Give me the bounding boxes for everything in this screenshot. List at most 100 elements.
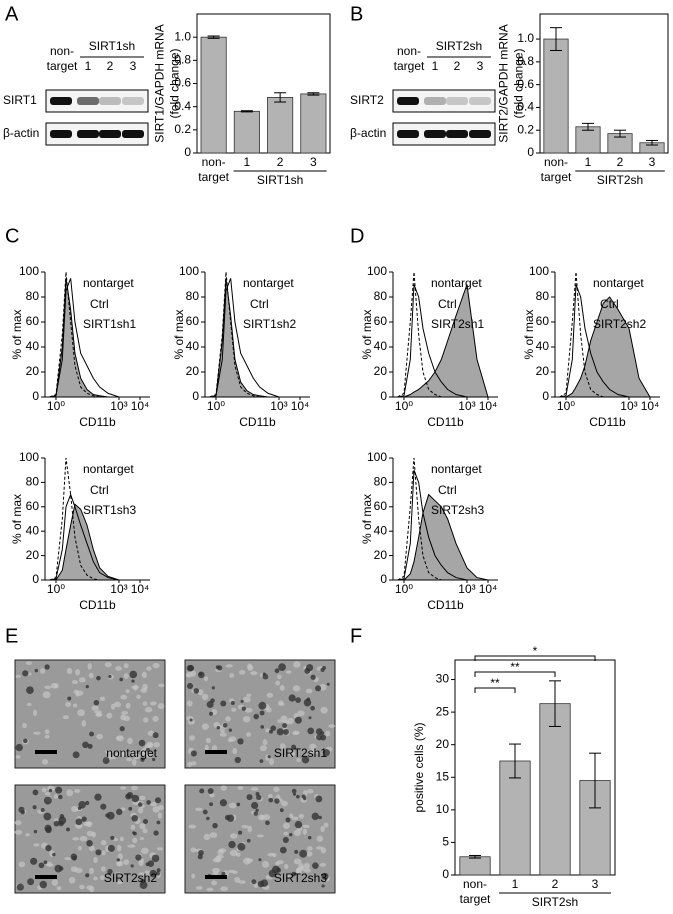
stained-cell [156, 868, 161, 873]
cell [79, 884, 85, 890]
cell [201, 693, 209, 701]
stained-cell [307, 835, 312, 840]
cell [157, 703, 165, 710]
y-tick-label: 20 [536, 364, 550, 378]
stained-cell [315, 795, 323, 803]
cell [142, 701, 148, 706]
x-axis-label: CD11b [427, 415, 464, 429]
x-tick-label: 1 [585, 155, 592, 169]
cell [234, 877, 241, 883]
x-tick-label: 1 [244, 155, 251, 169]
stained-cell [253, 811, 259, 816]
cell [262, 739, 268, 746]
cell [62, 715, 70, 720]
cell [287, 717, 295, 725]
x-tick-label: 3 [592, 877, 599, 891]
stained-cell [199, 672, 203, 676]
y-tick-label: 40 [374, 339, 388, 353]
y-tick-label: 20 [436, 737, 450, 751]
stained-cell [278, 663, 286, 671]
x-tick-label: 2 [617, 155, 624, 169]
cell [18, 861, 26, 868]
cell [131, 759, 137, 766]
cell [225, 664, 233, 668]
stained-cell [279, 846, 287, 854]
stained-cell [251, 801, 259, 810]
stained-cell [240, 699, 244, 703]
cell [149, 701, 157, 706]
stained-cell [310, 674, 316, 680]
cell [115, 872, 122, 876]
cell [231, 707, 237, 712]
stained-cell [155, 871, 160, 876]
y-tick-label: 100 [179, 264, 199, 278]
cell [191, 873, 196, 879]
y-tick-label: 20 [374, 548, 388, 562]
cell [284, 863, 289, 870]
cell [46, 863, 54, 867]
y-tick-label: 20 [186, 364, 200, 378]
stained-cell [282, 723, 288, 729]
lane-label: 3 [130, 59, 137, 73]
legend-label: SIRT1sh3 [83, 503, 136, 517]
significance-bracket [474, 655, 596, 661]
cell [146, 666, 152, 671]
cell [297, 710, 305, 717]
cell [139, 823, 146, 830]
bar [499, 760, 531, 876]
cell [267, 793, 273, 799]
stained-cell [289, 832, 293, 837]
cell [14, 820, 22, 826]
stained-cell [33, 829, 38, 834]
stained-cell [85, 873, 90, 878]
panel-label: C [5, 225, 19, 247]
line [49, 493, 140, 581]
x-tick-label: 1 [512, 877, 519, 891]
cell [244, 707, 253, 713]
cell [309, 743, 317, 750]
blot-band [469, 130, 491, 138]
stained-cell [257, 880, 265, 888]
cell [66, 667, 73, 675]
stained-cell [75, 818, 83, 826]
micrograph-caption: SIRT2sh3 [274, 871, 327, 885]
stained-cell [156, 820, 161, 825]
stained-cell [139, 881, 148, 889]
stained-cell [32, 805, 37, 810]
stained-cell [217, 665, 223, 671]
cell [132, 837, 138, 844]
stained-cell [153, 830, 159, 836]
blot-band [122, 97, 144, 105]
bar [233, 110, 260, 154]
stained-cell [274, 668, 280, 674]
stained-cell [146, 800, 151, 805]
y-tick-label: 0 [192, 389, 199, 403]
x-axis-label: CD11b [79, 598, 116, 612]
cell [130, 824, 136, 830]
cell [99, 696, 106, 702]
stained-cell [265, 820, 270, 826]
stained-cell [256, 794, 262, 801]
stained-cell [30, 857, 38, 865]
y-tick-label: 5 [442, 835, 449, 849]
line [209, 278, 300, 398]
y-tick-label: 40 [536, 339, 550, 353]
stained-cell [116, 858, 120, 862]
y-axis-label: % of max [10, 309, 24, 359]
significance-bracket [474, 671, 556, 677]
cell [131, 785, 138, 791]
stained-cell [87, 743, 93, 749]
stained-cell [138, 739, 146, 747]
cell [242, 696, 251, 703]
cell [216, 854, 225, 859]
cell [132, 753, 141, 760]
cell [232, 747, 238, 755]
stained-cell [43, 860, 48, 865]
cell [113, 701, 122, 708]
cell [235, 852, 241, 857]
cell [225, 716, 231, 722]
stained-cell [253, 713, 260, 720]
x-tick-label: 10⁴ [641, 399, 660, 413]
x-tick-label: non-target [198, 155, 229, 184]
cell [125, 689, 130, 694]
